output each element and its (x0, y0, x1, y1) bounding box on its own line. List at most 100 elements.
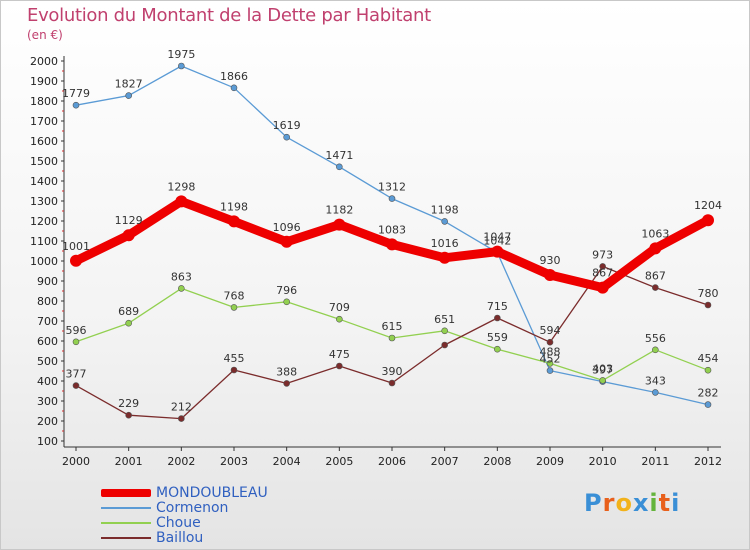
data-label: 1827 (115, 78, 143, 91)
data-point (228, 215, 240, 228)
data-point (386, 238, 398, 251)
data-label: 596 (66, 324, 87, 337)
data-point (441, 341, 448, 349)
logo-letter: P (584, 489, 603, 517)
data-label: 867 (645, 270, 666, 283)
data-point (649, 242, 662, 255)
y-tick-label: 400 (37, 375, 58, 388)
logo-letter: x (632, 489, 650, 517)
x-tick-label: 2008 (483, 455, 511, 468)
data-point (652, 284, 659, 291)
data-point (388, 379, 396, 387)
data-label: 1042 (483, 235, 511, 248)
data-label: 452 (540, 353, 561, 366)
x-tick-label: 2001 (115, 455, 143, 468)
y-tick-label: 1100 (30, 235, 58, 248)
data-label: 488 (540, 345, 561, 358)
data-label: 973 (592, 248, 613, 261)
y-tick-label: 1200 (30, 215, 58, 228)
legend: MONDOUBLEAU Cormenon Choue Baillou (101, 486, 361, 546)
x-tick-label: 2010 (589, 455, 617, 468)
data-label: 1975 (167, 48, 195, 61)
data-point (652, 389, 659, 396)
data-point (599, 377, 606, 384)
axes: 100 200 300 400 500 600 700 800 900 1000 1100 1200 1… (30, 55, 722, 468)
y-tick-label: 700 (37, 315, 58, 328)
y-tick-label: 1800 (30, 95, 58, 108)
y-tick-label: 100 (37, 435, 58, 448)
data-point (544, 269, 556, 281)
data-label: 454 (698, 352, 719, 365)
logo-letter: t (658, 489, 672, 517)
legend-swatch (101, 537, 151, 539)
data-label: 1779 (62, 87, 90, 100)
y-tick-label: 1400 (30, 175, 58, 188)
data-label: 1204 (694, 199, 722, 212)
data-label: 377 (66, 368, 87, 381)
logo-letter: i (649, 489, 659, 517)
data-label: 403 (592, 362, 613, 375)
data-label: 863 (171, 270, 192, 283)
data-label: 594 (540, 324, 561, 337)
legend-swatch (101, 522, 151, 524)
data-point (125, 411, 132, 419)
logo-letter: i (671, 489, 681, 517)
data-point (283, 298, 290, 306)
data-label: 1198 (431, 203, 459, 216)
legend-item-mondoubleau: MONDOUBLEAU (101, 486, 361, 501)
data-label: 343 (645, 374, 666, 387)
data-point (704, 401, 712, 408)
legend-label: Cormenon (156, 500, 229, 516)
x-tick-label: 2009 (536, 455, 564, 468)
data-label: 780 (698, 287, 719, 300)
x-tick-label: 2007 (431, 455, 459, 468)
data-label: 1182 (325, 204, 353, 217)
legend-label: MONDOUBLEAU (156, 485, 268, 501)
data-label: 390 (382, 365, 403, 378)
data-label: 1298 (167, 180, 195, 193)
x-tick-label: 2000 (62, 455, 90, 468)
data-label: 455 (224, 352, 245, 365)
data-label: 475 (329, 348, 350, 361)
data-label: 715 (487, 300, 508, 313)
data-label: 1312 (378, 181, 406, 194)
data-point (336, 315, 343, 323)
data-label: 1619 (273, 119, 301, 132)
data-label: 212 (171, 401, 192, 414)
data-label: 768 (224, 289, 245, 302)
legend-swatch (101, 489, 151, 497)
x-tick-label: 2003 (220, 455, 248, 468)
data-label: 651 (434, 313, 455, 326)
legend-item-choue: Choue (101, 516, 361, 531)
data-label: 282 (698, 387, 719, 400)
data-label: 1083 (378, 223, 406, 236)
data-point (178, 62, 185, 70)
data-point (438, 251, 451, 264)
data-point (125, 319, 132, 327)
x-tick-label: 2012 (694, 455, 722, 468)
data-point (704, 301, 712, 309)
series-line-baillou (75, 265, 709, 420)
data-label: 1129 (115, 214, 143, 227)
y-tick-label: 900 (37, 275, 58, 288)
legend-item-cormenon: Cormenon (101, 501, 361, 516)
data-label: 1198 (220, 200, 248, 213)
data-point (652, 346, 659, 354)
data-point (491, 245, 504, 258)
data-point (122, 229, 135, 242)
data-label: 930 (540, 254, 561, 267)
legend-label: Choue (156, 515, 201, 531)
data-label: 397 (592, 364, 613, 377)
data-point (230, 304, 238, 311)
data-point (230, 366, 238, 374)
y-tick-label: 1900 (30, 75, 58, 88)
y-tick-label: 500 (37, 355, 58, 368)
legend-label: Baillou (156, 530, 204, 546)
proxiti-logo: Proxiti (584, 489, 680, 517)
data-label: 229 (118, 397, 139, 410)
data-point (441, 327, 448, 335)
data-point (230, 84, 238, 92)
y-tick-label: 600 (37, 335, 58, 348)
data-label: 1866 (220, 70, 248, 83)
data-labels-layer: 1001 1129 1298 1198 1096 1182 1083 1016 1047 930 8… (62, 48, 722, 414)
